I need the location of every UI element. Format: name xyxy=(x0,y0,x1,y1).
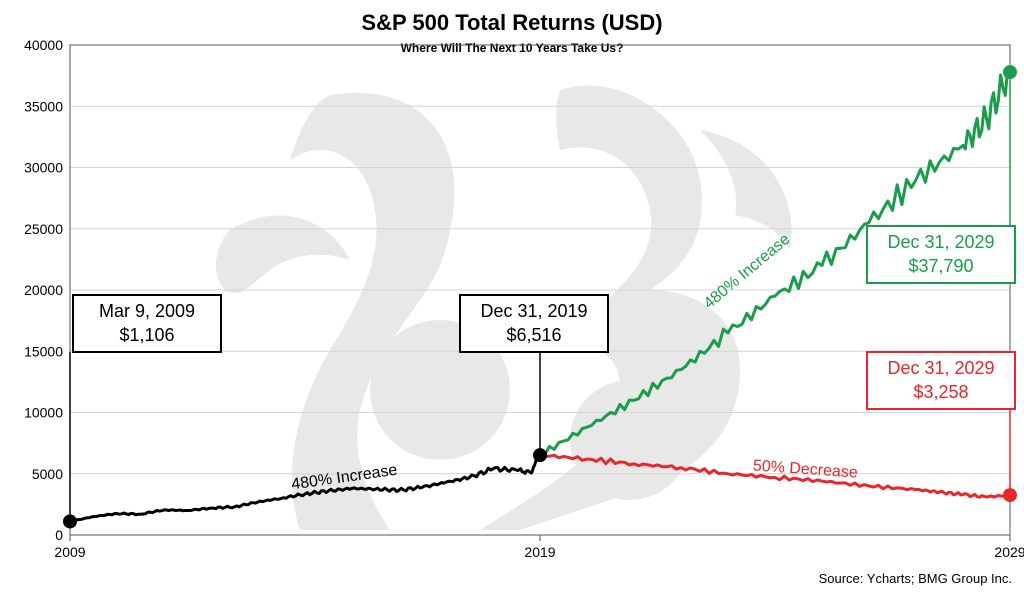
x-axis: 2009 2019 2029 xyxy=(54,535,1024,560)
y-tick-label: 20000 xyxy=(24,282,63,298)
annotation-point xyxy=(533,448,547,463)
annotation-box xyxy=(866,351,1016,410)
series-line xyxy=(539,453,1011,499)
series-line xyxy=(540,66,1012,457)
annotation-point xyxy=(63,514,77,529)
annotation-point xyxy=(1003,488,1017,503)
y-tick-label: 10000 xyxy=(24,405,63,421)
annotation-box-date: Dec 31, 2029 xyxy=(887,358,994,378)
annotation-box xyxy=(866,225,1016,284)
annotation-box-value: $6,516 xyxy=(506,325,561,345)
annotation-box-date: Mar 9, 2009 xyxy=(99,301,195,321)
y-tick-label: 5000 xyxy=(32,466,63,482)
annotation-box xyxy=(459,294,609,353)
y-tick-label: 35000 xyxy=(24,98,63,114)
x-tick-label: 2009 xyxy=(54,544,85,560)
y-tick-label: 15000 xyxy=(24,343,63,359)
chart-subtitle: Where Will The Next 10 Years Take Us? xyxy=(401,41,624,55)
annotation-box xyxy=(72,294,222,353)
y-tick-label: 25000 xyxy=(24,221,63,237)
y-tick-label: 40000 xyxy=(24,37,63,53)
annotation-points xyxy=(63,65,1017,529)
x-tick-label: 2029 xyxy=(994,544,1024,560)
series-lines xyxy=(69,66,1012,523)
source-note: Source: Ycharts; BMG Group Inc. xyxy=(819,571,1012,586)
annotation-boxes: Mar 9, 2009 $1,106 Dec 31, 2019 $6,516 Dec 3… xyxy=(72,225,1016,410)
y-axis: 0 5000 10000 15000 20000 25000 30000 35000 40000 xyxy=(24,37,63,543)
y-tick-label: 30000 xyxy=(24,160,63,176)
annotation-box-date: Dec 31, 2019 xyxy=(480,301,587,321)
annotation-box-date: Dec 31, 2029 xyxy=(887,232,994,252)
annotation-box-value: $1,106 xyxy=(119,325,174,345)
annotation-point xyxy=(1003,65,1017,80)
y-tick-label: 0 xyxy=(55,527,63,543)
watermark-logo xyxy=(215,85,792,530)
series-line xyxy=(69,454,542,523)
annotation-green-increase: 480% Increase xyxy=(701,231,794,313)
chart-title: S&P 500 Total Returns (USD) xyxy=(361,10,662,35)
annotation-box-value: $37,790 xyxy=(908,256,973,276)
annotation-box-value: $3,258 xyxy=(913,382,968,402)
x-tick-label: 2019 xyxy=(524,544,555,560)
